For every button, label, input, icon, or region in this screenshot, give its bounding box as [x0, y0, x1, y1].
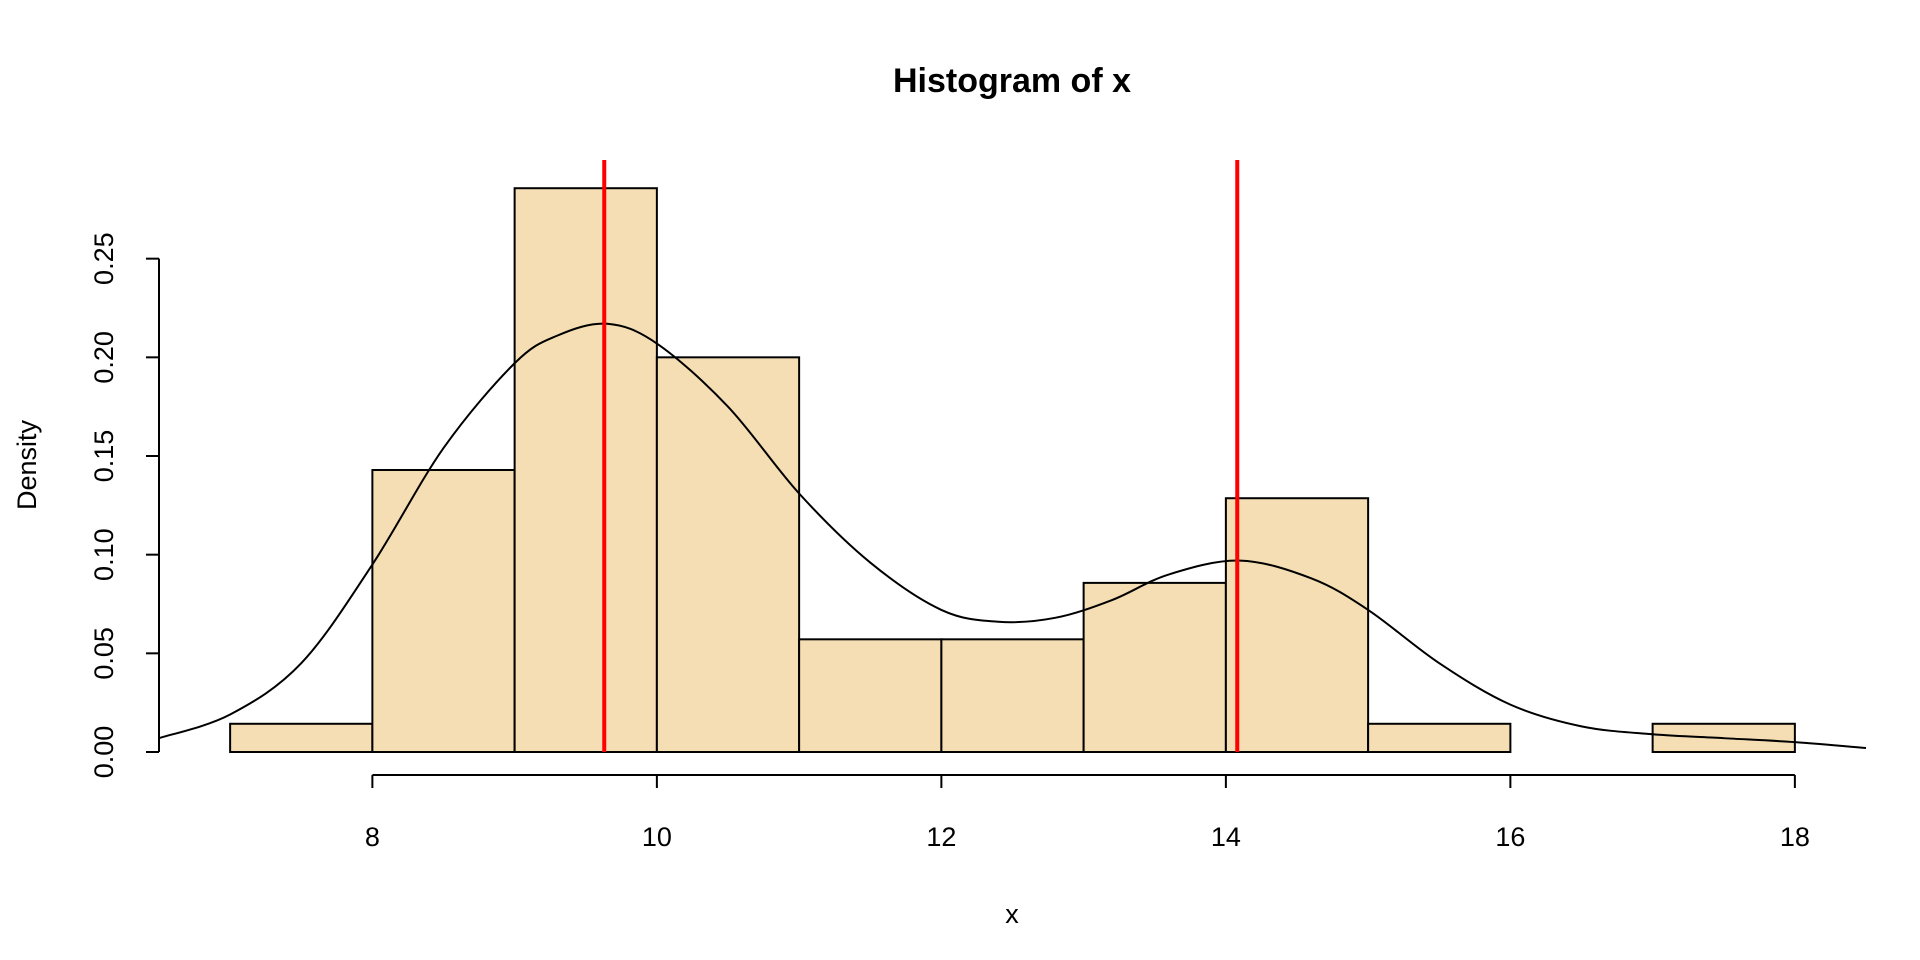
x-tick-label: 12 — [926, 822, 956, 852]
x-axis: 8 10 12 14 16 18 — [365, 774, 1810, 852]
histogram-bar — [1651, 722, 1796, 753]
histogram-bars — [229, 187, 1796, 754]
histogram-bar — [1367, 722, 1512, 753]
histogram-bar — [1224, 497, 1370, 753]
histogram-bar — [940, 638, 1085, 754]
histogram-bar — [513, 187, 658, 753]
y-tick-label: 0.00 — [89, 726, 119, 779]
y-tick-label: 0.25 — [89, 232, 119, 285]
density-curve — [158, 322, 1867, 750]
x-tick-label: 18 — [1780, 822, 1810, 852]
x-tick-label: 10 — [642, 822, 672, 852]
chart-title: Histogram of x — [893, 62, 1131, 100]
y-tick-label: 0.20 — [89, 331, 119, 384]
histogram-bar — [798, 638, 943, 754]
histogram-bar — [1082, 581, 1227, 753]
histogram-bar — [655, 356, 801, 753]
histogram-bar — [371, 469, 516, 753]
x-tick-label: 8 — [365, 822, 380, 852]
y-axis: 0.00 0.05 0.10 0.15 0.20 0.25 — [89, 232, 160, 779]
y-tick-label: 0.05 — [89, 627, 119, 680]
y-axis-label: Density — [12, 419, 42, 510]
x-axis-label: x — [1005, 899, 1019, 929]
y-tick-label: 0.10 — [89, 528, 119, 581]
histogram-bar — [229, 722, 374, 753]
x-tick-label: 14 — [1211, 822, 1241, 852]
reference-lines — [602, 160, 1240, 752]
x-tick-label: 16 — [1495, 822, 1525, 852]
y-tick-label: 0.15 — [89, 430, 119, 483]
density-curve-layer — [158, 322, 1867, 750]
